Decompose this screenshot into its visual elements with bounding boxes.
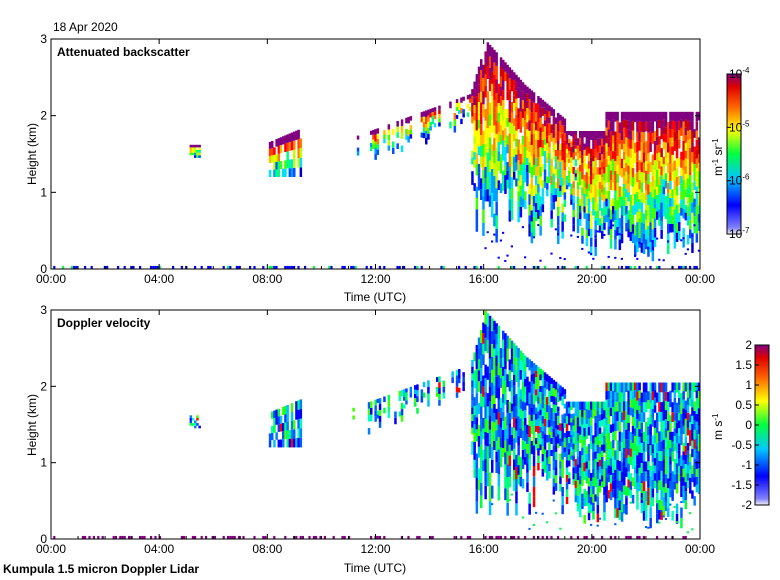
- backscatter-x-tick-label: 16:00: [469, 272, 499, 286]
- velocity-colorbar-tick-label: -2: [741, 498, 752, 512]
- velocity-x-tick-label: 16:00: [469, 542, 499, 556]
- velocity-y-tick-label: 1: [40, 456, 47, 470]
- backscatter-colorbar-tick-label: 10-5: [729, 119, 750, 134]
- backscatter-x-tick-label: 00:00: [36, 272, 66, 286]
- backscatter-colorbar-unit: m-1 sr-1: [711, 138, 725, 176]
- velocity-x-tick-label: 20:00: [577, 542, 607, 556]
- velocity-colorbar-tick-label: -1: [741, 458, 752, 472]
- velocity-colorbar-tick-label: -0.5: [731, 438, 752, 452]
- backscatter-x-tick-label: 04:00: [144, 272, 174, 286]
- backscatter-y-tick-label: 0: [40, 262, 47, 276]
- velocity-y-tick-label: 0: [40, 532, 47, 546]
- backscatter-x-tick-label: 08:00: [252, 272, 282, 286]
- backscatter-colorbar-ticks: 10-4 10-5 10-6 10-7: [727, 66, 750, 241]
- backscatter-y-tick-label: 3: [40, 32, 47, 46]
- velocity-colorbar-tick-label: 0: [745, 418, 752, 432]
- backscatter-xlabel: Time (UTC): [344, 290, 406, 304]
- velocity-colorbar-tick-label: 2: [745, 338, 752, 352]
- velocity-colorbar-ticks: 2 1.5 1 0.5 0 -0.5 -1 -1.5 -2: [731, 338, 759, 512]
- date-label: 18 Apr 2020: [53, 20, 118, 34]
- velocity-xlabel: Time (UTC): [344, 561, 406, 575]
- velocity-colorbar-tick-label: -1.5: [731, 478, 752, 492]
- backscatter-heatmap: [53, 42, 700, 269]
- velocity-colorbar-tick-label: 0.5: [735, 398, 752, 412]
- backscatter-colorbar-tick-label: 10-6: [729, 173, 750, 188]
- backscatter-colorbar: [726, 73, 742, 235]
- backscatter-y-tick-label: 1: [40, 185, 47, 199]
- backscatter-x-tick-label: 20:00: [577, 272, 607, 286]
- backscatter-colorbar-tick-label: 10-7: [729, 226, 750, 241]
- velocity-title: Doppler velocity: [57, 316, 151, 330]
- velocity-x-tick-label: 04:00: [144, 542, 174, 556]
- velocity-y-tick-label: 3: [40, 303, 47, 317]
- velocity-colorbar-tick-label: 1.5: [735, 358, 752, 372]
- backscatter-y-tick-label: 2: [40, 109, 47, 123]
- velocity-heatmap: [53, 310, 700, 539]
- velocity-x-tick-label: 00:00: [36, 542, 66, 556]
- velocity-colorbar-unit: m s-1: [711, 413, 725, 440]
- footer-label: Kumpula 1.5 micron Doppler Lidar: [3, 562, 199, 576]
- backscatter-x-tick-label: 00:00: [685, 272, 715, 286]
- backscatter-title: Attenuated backscatter: [57, 45, 190, 59]
- velocity-panel: Doppler velocity 00:00 04:00 08:00 12:00 16:…: [25, 303, 770, 575]
- backscatter-panel: Attenuated backscatter 00:00 04:00 08:00 12…: [25, 32, 750, 304]
- velocity-ylabel: Height (km): [25, 394, 39, 456]
- backscatter-x-tick-label: 12:00: [360, 272, 390, 286]
- velocity-y-tick-label: 2: [40, 379, 47, 393]
- velocity-x-tick-label: 12:00: [360, 542, 390, 556]
- velocity-x-tick-label: 08:00: [252, 542, 282, 556]
- velocity-x-tick-label: 00:00: [685, 542, 715, 556]
- backscatter-x-ticks: 00:00 04:00 08:00 12:00 16:00 20:00 00:00: [36, 39, 715, 286]
- backscatter-colorbar-tick-label: 10-4: [729, 66, 750, 81]
- velocity-x-ticks: 00:00 04:00 08:00 12:00 16:00 20:00 00:00: [36, 310, 715, 556]
- backscatter-ylabel: Height (km): [25, 123, 39, 185]
- velocity-colorbar-tick-label: 1: [745, 378, 752, 392]
- velocity-y-ticks: 0 1 2 3: [40, 303, 700, 546]
- backscatter-y-ticks: 0 1 2 3: [40, 32, 700, 276]
